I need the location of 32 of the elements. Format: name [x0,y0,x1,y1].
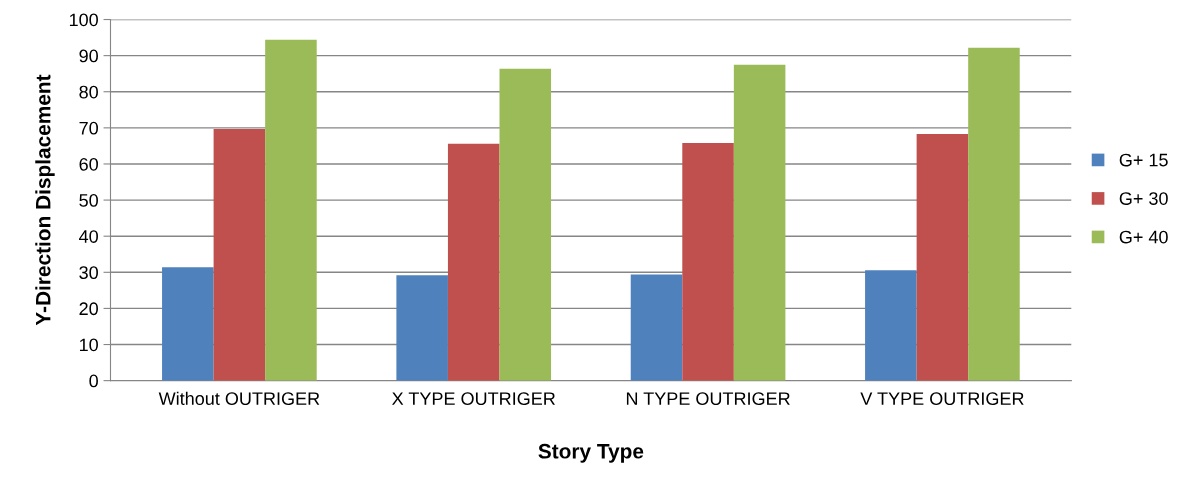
x-tick-label: N TYPE OUTRIGER [626,392,790,406]
y-tick-label: 40 [79,230,98,243]
y-tick-label: 60 [79,157,98,171]
bar [968,47,1020,381]
y-tick-label: 10 [79,338,98,352]
y-tick-label: 70 [79,121,98,135]
legend-label: G+ 30 [1119,192,1168,205]
bar [162,267,214,381]
bar [630,274,683,381]
y-axis-title: Y-Direction Displacement [35,74,55,326]
x-tick-label: X TYPE OUTRIGER [392,392,555,406]
bar [865,270,917,381]
bar [916,134,969,381]
legend-label: G+ 40 [1119,230,1168,244]
x-tick-label: Without OUTRIGER [158,391,320,406]
bar [213,128,266,381]
x-tick-label: V TYPE OUTRIGER [860,392,1024,406]
legend-label: G+ 15 [1119,153,1168,167]
x-axis-title: Story Type [538,443,644,463]
y-tick-label: 80 [79,85,98,99]
bar [265,39,317,381]
bar [447,143,500,381]
y-tick-label: 0 [89,374,98,388]
y-tick-label: 20 [79,302,98,316]
bar [499,68,552,381]
y-tick-label: 90 [79,49,98,63]
y-tick-label: 100 [69,13,98,27]
bar [682,143,734,381]
y-tick-label: 50 [79,194,98,207]
bar [733,64,786,381]
bar [396,275,448,381]
y-tick-label: 30 [79,266,98,280]
